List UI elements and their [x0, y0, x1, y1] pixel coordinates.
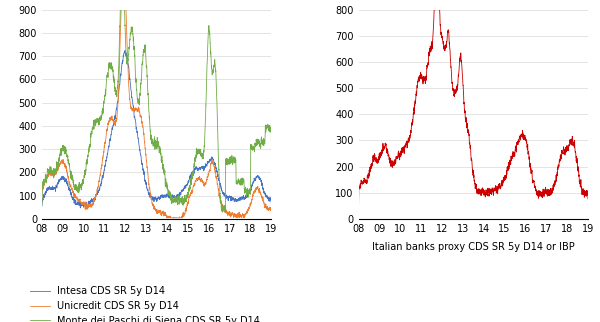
Legend: Intesa CDS SR 5y D14, Unicredit CDS SR 5y D14, Monte dei Paschi di Siena CDS SR : Intesa CDS SR 5y D14, Unicredit CDS SR 5…: [26, 282, 264, 322]
Unicredit CDS SR 5y D14: [268, 210, 275, 214]
Intesa CDS SR 5y D14: [227, 199, 235, 203]
Unicredit CDS SR 5y D14: [227, 212, 235, 216]
Intesa CDS SR 5y D14: [268, 205, 275, 209]
Intesa CDS SR 5y D14: [38, 204, 46, 208]
Intesa CDS SR 5y D14: [124, 56, 131, 60]
Unicredit CDS SR 5y D14: [178, 216, 185, 220]
Monte dei Paschi di Siena CDS SR 5y D14: [266, 128, 274, 132]
Intesa CDS SR 5y D14: [178, 192, 185, 196]
Monte dei Paschi di Siena CDS SR 5y D14: [124, 62, 131, 66]
Monte dei Paschi di Siena CDS SR 5y D14: [227, 157, 235, 161]
Line: Unicredit CDS SR 5y D14: Unicredit CDS SR 5y D14: [42, 10, 271, 218]
Line: Intesa CDS SR 5y D14: Intesa CDS SR 5y D14: [42, 50, 271, 208]
Line: Monte dei Paschi di Siena CDS SR 5y D14: Monte dei Paschi di Siena CDS SR 5y D14: [42, 10, 271, 212]
Monte dei Paschi di Siena CDS SR 5y D14: [116, 8, 124, 12]
Unicredit CDS SR 5y D14: [163, 216, 170, 220]
Unicredit CDS SR 5y D14: [266, 207, 274, 211]
Intesa CDS SR 5y D14: [142, 181, 149, 185]
Unicredit CDS SR 5y D14: [219, 204, 226, 208]
X-axis label: Italian banks proxy CDS SR 5y D14 or IBP: Italian banks proxy CDS SR 5y D14 or IBP: [372, 242, 575, 252]
Monte dei Paschi di Siena CDS SR 5y D14: [142, 49, 149, 53]
Unicredit CDS SR 5y D14: [38, 197, 46, 201]
Intesa CDS SR 5y D14: [266, 199, 274, 203]
Monte dei Paschi di Siena CDS SR 5y D14: [38, 202, 46, 206]
Intesa CDS SR 5y D14: [77, 206, 84, 210]
Unicredit CDS SR 5y D14: [118, 8, 125, 12]
Intesa CDS SR 5y D14: [219, 191, 226, 195]
Monte dei Paschi di Siena CDS SR 5y D14: [268, 151, 275, 155]
Unicredit CDS SR 5y D14: [124, 51, 131, 55]
Unicredit CDS SR 5y D14: [142, 151, 149, 155]
Monte dei Paschi di Siena CDS SR 5y D14: [177, 199, 184, 203]
Monte dei Paschi di Siena CDS SR 5y D14: [219, 206, 226, 210]
Monte dei Paschi di Siena CDS SR 5y D14: [219, 210, 226, 214]
Intesa CDS SR 5y D14: [121, 48, 128, 52]
